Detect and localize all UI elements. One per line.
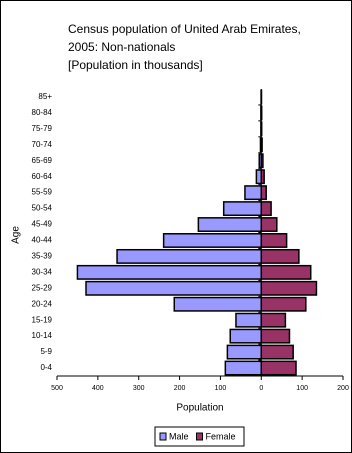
chart-title: 2005: Non-nationals <box>68 40 175 54</box>
y-tick-label: 0-4 <box>40 363 52 372</box>
bar <box>260 201 272 217</box>
y-tick-label: 35-39 <box>32 252 53 261</box>
y-tick-label: 70-74 <box>32 140 53 149</box>
bar <box>260 248 300 264</box>
bar <box>260 296 307 312</box>
bar <box>260 344 294 360</box>
y-tick-label: 10-14 <box>32 331 53 340</box>
x-tick-label: 100 <box>296 385 308 392</box>
y-axis-title: Age <box>11 226 22 244</box>
chart-title: Census population of United Arab Emirate… <box>68 22 301 36</box>
legend-label: Male <box>169 431 189 441</box>
x-tick-label: 500 <box>51 385 63 392</box>
bar <box>260 264 312 280</box>
y-tick-label: 30-34 <box>32 267 53 276</box>
legend-swatch <box>196 432 204 441</box>
y-tick-label: 50-54 <box>32 204 53 213</box>
x-tick-label: 300 <box>133 385 145 392</box>
y-tick-label: 5-9 <box>40 347 52 356</box>
bar <box>162 233 263 248</box>
bar <box>260 185 267 201</box>
bar <box>260 360 297 376</box>
bar <box>222 201 263 217</box>
y-tick-label: 25-29 <box>32 283 53 292</box>
x-axis-title: Population <box>176 403 223 414</box>
bar <box>260 217 278 232</box>
y-tick-label: 15-19 <box>32 315 53 324</box>
y-tick-label: 75-79 <box>32 124 53 133</box>
y-tick-label: 80-84 <box>32 108 53 117</box>
bar <box>229 328 263 344</box>
y-tick-label: 85+ <box>38 92 52 101</box>
bar <box>76 264 263 280</box>
x-tick-label: 100 <box>215 385 227 392</box>
bar <box>244 185 263 201</box>
bar <box>116 248 263 264</box>
bar <box>260 233 288 248</box>
bar <box>197 217 263 232</box>
x-tick-label: 0 <box>259 385 263 392</box>
y-tick-label: 60-64 <box>32 172 53 181</box>
x-tick-label: 200 <box>337 385 349 392</box>
y-tick-label: 45-49 <box>32 220 53 229</box>
legend-swatch <box>159 432 167 441</box>
bar <box>235 312 263 328</box>
bar <box>85 280 263 296</box>
y-tick-label: 20-24 <box>32 299 53 308</box>
x-tick-label: 200 <box>174 385 186 392</box>
y-tick-label: 65-69 <box>32 156 53 165</box>
x-tick-label: 400 <box>92 385 104 392</box>
legend-label: Female <box>206 431 236 441</box>
y-tick-label: 40-44 <box>32 236 53 245</box>
bar <box>224 360 263 376</box>
bar <box>226 344 263 360</box>
bar <box>260 328 291 344</box>
bar <box>260 280 318 296</box>
bar <box>173 296 263 312</box>
y-tick-label: 55-59 <box>32 188 53 197</box>
chart-title: [Population in thousands] <box>68 58 203 72</box>
bar <box>260 312 287 328</box>
